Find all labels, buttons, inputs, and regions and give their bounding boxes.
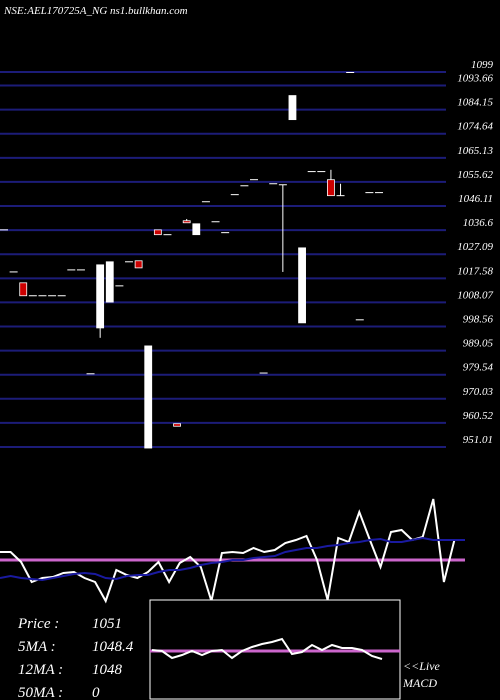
y-tick-label: 1008.07 — [457, 289, 493, 301]
stat-label: 5MA : — [18, 639, 56, 655]
y-tick-label: 1099 — [471, 59, 494, 71]
candle-body — [327, 179, 335, 197]
candle-body — [19, 282, 28, 297]
candle-body — [96, 264, 105, 329]
note: <<Live — [403, 659, 441, 673]
stat-value: 1051 — [92, 616, 122, 632]
stat-value: 0 — [92, 685, 100, 700]
candle-body — [298, 247, 306, 324]
chart-title: NSE:AEL170725A_NG ns1.bullkhan.com — [3, 5, 188, 17]
candle-body — [144, 345, 153, 449]
y-tick-label: 960.52 — [463, 410, 494, 422]
series-line — [0, 498, 465, 605]
stat-value: 1048 — [92, 662, 123, 678]
stat-label: 12MA : — [18, 662, 63, 678]
series-line — [0, 536, 465, 582]
y-tick-label: 989.05 — [463, 338, 494, 350]
y-tick-label: 1017.58 — [457, 265, 493, 277]
y-tick-label: 1046.11 — [458, 193, 493, 205]
candle-body — [153, 229, 162, 236]
candle-body — [182, 220, 191, 224]
y-tick-label: 1027.09 — [457, 241, 493, 253]
stat-label: Price : — [17, 616, 59, 632]
y-tick-label: 1055.62 — [457, 169, 493, 181]
y-tick-label: 1093.66 — [457, 73, 493, 85]
y-tick-label: 970.03 — [463, 386, 494, 398]
candle-body — [134, 260, 143, 269]
y-tick-label: 951.01 — [463, 434, 493, 446]
note: MACD — [402, 676, 437, 690]
series-line — [151, 637, 383, 660]
stat-value: 1048.4 — [92, 639, 134, 655]
y-tick-label: 979.54 — [463, 362, 494, 374]
candle-body — [173, 423, 181, 427]
y-tick-label: 1065.13 — [457, 145, 493, 157]
candle-body — [192, 223, 201, 236]
candle-body — [105, 261, 114, 303]
y-tick-label: 1036.6 — [463, 217, 494, 229]
stat-label: 50MA : — [18, 685, 63, 700]
y-tick-label: 1084.15 — [457, 97, 493, 109]
y-tick-label: 998.56 — [463, 314, 494, 326]
candle-body — [288, 95, 297, 121]
y-tick-label: 1074.64 — [457, 121, 493, 133]
